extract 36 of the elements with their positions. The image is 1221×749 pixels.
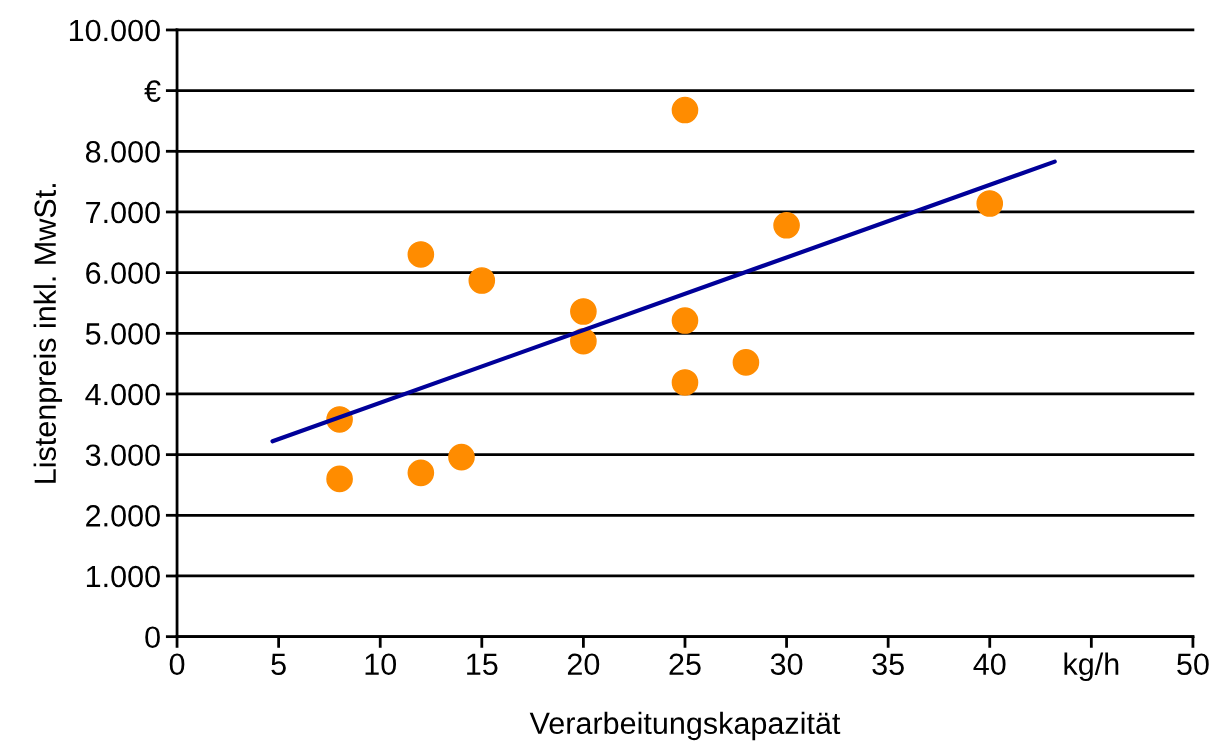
point bbox=[976, 190, 1004, 217]
y-tick-label: 3.000 bbox=[85, 444, 160, 467]
y-tick-label: 10.000 bbox=[69, 19, 160, 42]
x-tick-label: 40 bbox=[973, 653, 1006, 676]
y-tick-label: 5.000 bbox=[85, 323, 160, 345]
x-axis-title: Verarbeitungskapazität bbox=[529, 711, 841, 741]
point bbox=[732, 349, 760, 376]
x-tick-label: 15 bbox=[467, 653, 498, 676]
point bbox=[326, 465, 353, 493]
point bbox=[407, 241, 435, 268]
y-tick-label: 1.000 bbox=[86, 565, 160, 588]
point bbox=[671, 96, 699, 124]
y-tick-label: 6.000 bbox=[86, 262, 160, 285]
x-tick-label: 50 bbox=[1177, 653, 1209, 676]
point bbox=[671, 307, 699, 334]
x-tick-label: 25 bbox=[669, 653, 701, 676]
x-tick-label: 20 bbox=[567, 653, 600, 676]
point bbox=[671, 369, 699, 396]
point bbox=[570, 298, 597, 325]
y-axis-title: Listenpreis inkl. MwSt. bbox=[33, 184, 63, 483]
y-tick-label: 2.000 bbox=[86, 505, 160, 527]
point bbox=[468, 267, 496, 294]
point bbox=[773, 212, 800, 239]
point bbox=[407, 459, 435, 487]
x-tick-label: 5 bbox=[271, 653, 286, 676]
x-tick-label: 10 bbox=[365, 653, 397, 676]
x-tick-label: kg/h bbox=[1064, 652, 1119, 682]
y-tick-label: 4.000 bbox=[85, 383, 160, 406]
y-tick-label: 8.000 bbox=[85, 141, 160, 163]
y-tick-label: 7.000 bbox=[86, 201, 160, 224]
x-tick-label: 0 bbox=[169, 653, 185, 676]
point bbox=[448, 443, 475, 471]
x-tick-label: 30 bbox=[770, 653, 803, 676]
y-tick-label: € bbox=[144, 80, 161, 102]
x-tick-label: 35 bbox=[872, 653, 904, 676]
y-tick-label: 0 bbox=[145, 626, 160, 649]
